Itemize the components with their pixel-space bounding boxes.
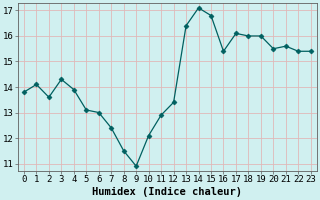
X-axis label: Humidex (Indice chaleur): Humidex (Indice chaleur) <box>92 187 242 197</box>
